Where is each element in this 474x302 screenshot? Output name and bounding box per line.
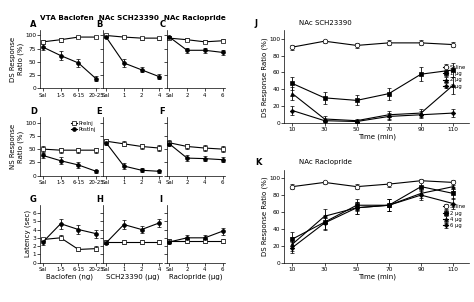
Y-axis label: DS Response Ratio (%): DS Response Ratio (%) [261, 176, 268, 256]
Text: F: F [160, 108, 165, 117]
Text: NAc SCH23390: NAc SCH23390 [299, 20, 352, 26]
Legend: Saline, 2 μg, 4 μg, 6 μg: Saline, 2 μg, 4 μg, 6 μg [442, 204, 466, 229]
Text: VTA Baclofen  NAc SCH23390  NAc Raclopride: VTA Baclofen NAc SCH23390 NAc Raclopride [40, 15, 226, 21]
Text: H: H [97, 195, 103, 204]
Text: J: J [255, 18, 258, 27]
Text: B: B [97, 20, 103, 29]
Text: G: G [30, 195, 36, 204]
Legend: PreInj, PostInj: PreInj, PostInj [71, 120, 96, 132]
X-axis label: Baclofen (ng): Baclofen (ng) [46, 273, 93, 280]
Text: A: A [30, 20, 36, 29]
Text: D: D [30, 108, 37, 117]
X-axis label: Raclopride (μg): Raclopride (μg) [169, 273, 223, 280]
X-axis label: SCH23390 (μg): SCH23390 (μg) [106, 273, 159, 280]
Text: C: C [160, 20, 166, 29]
X-axis label: Time (min): Time (min) [358, 134, 396, 140]
Y-axis label: DS Response
Ratio (%): DS Response Ratio (%) [10, 37, 24, 82]
Legend: Saline, 1 μg, 2 μg, 4 μg: Saline, 1 μg, 2 μg, 4 μg [442, 64, 466, 89]
X-axis label: Time (min): Time (min) [358, 273, 396, 280]
Text: NAc Raclopride: NAc Raclopride [299, 159, 352, 165]
Text: K: K [255, 158, 261, 167]
Text: I: I [160, 195, 163, 204]
Y-axis label: Latency (sec): Latency (sec) [25, 210, 31, 257]
Text: E: E [97, 108, 102, 117]
Y-axis label: DS Response Ratio (%): DS Response Ratio (%) [261, 37, 268, 117]
Y-axis label: NS Response
Ratio (%): NS Response Ratio (%) [10, 124, 24, 169]
